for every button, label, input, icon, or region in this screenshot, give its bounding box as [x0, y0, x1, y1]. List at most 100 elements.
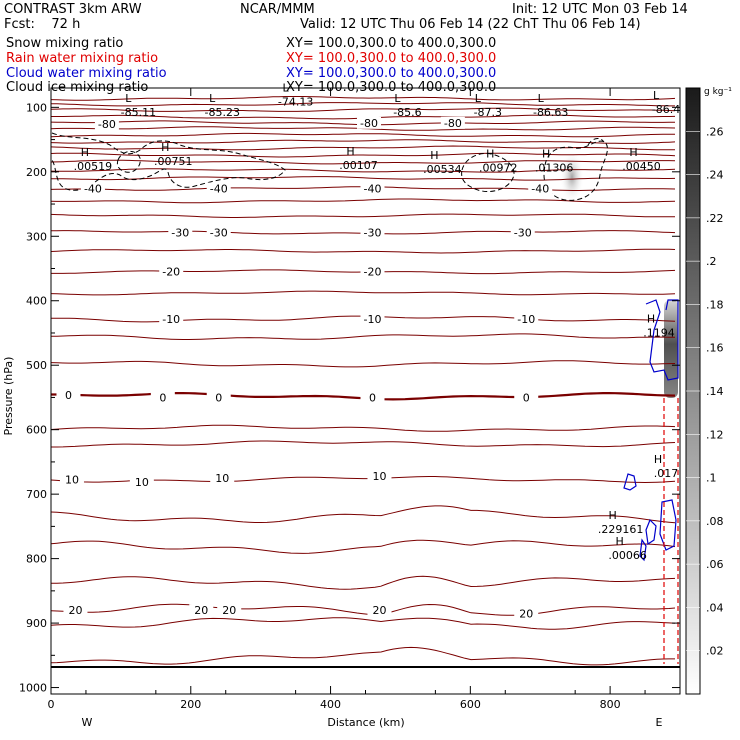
temperature-contour: [51, 152, 676, 158]
cloud-water-contour-d: [639, 538, 647, 562]
contour-label-bg: [367, 470, 392, 483]
contour-label-bg: [63, 604, 88, 617]
x-tick-label: 800: [600, 698, 621, 711]
temperature-contour: [51, 333, 676, 340]
temperature-contour: [51, 476, 676, 484]
contour-label-bg: [189, 604, 214, 617]
low-value: -74.13: [278, 96, 313, 109]
y-tick-label: 800: [26, 553, 47, 566]
colorbar-unit: g kg⁻¹: [704, 87, 732, 97]
snow-high-value: .00107: [339, 159, 378, 172]
snow-high-value: .00450: [622, 160, 661, 173]
temperature-contour: [51, 168, 676, 173]
rain-high-value: .00066: [608, 549, 647, 562]
temperature-contours: [51, 96, 676, 666]
contour-label-bg: [159, 312, 184, 325]
colorbar-tick-label: .06: [706, 558, 724, 571]
contour-label-bg: [206, 391, 231, 404]
colorbar-tick-label: .02: [706, 645, 724, 658]
xy-cloud-water: XY= 100.0,300.0 to 400.0,300.0: [286, 66, 497, 81]
contour-label-bg: [206, 226, 231, 239]
cloud-water-high-value: .1194: [643, 327, 675, 340]
temperature-contour: [51, 603, 676, 616]
x-tick-label: 200: [180, 698, 201, 711]
contour-label-bg: [159, 265, 184, 278]
snow-contour-mid: [461, 153, 515, 193]
temperature-contour: [51, 617, 676, 630]
low-value: -86.63: [533, 106, 568, 119]
colorbar-tick-label: .16: [706, 342, 724, 355]
temperature-contour-label: -20: [162, 266, 180, 279]
snow-high-value: .00972: [479, 161, 518, 174]
y-tick-label: 700: [26, 488, 47, 501]
cloud-water-high-marker: H: [608, 509, 616, 522]
temperature-contour-label: 10: [215, 472, 229, 485]
low-marker: L: [125, 92, 132, 105]
temperature-contour-label: -40: [84, 183, 102, 196]
x-tick-label: 400: [320, 698, 341, 711]
x-end-west: W: [82, 716, 93, 729]
contour-label-bg: [80, 182, 105, 195]
contour-label-bg: [168, 226, 193, 239]
colorbar-tick-label: .12: [706, 428, 724, 441]
organization: NCAR/MMM: [240, 2, 315, 17]
temperature-contour-label: 0: [65, 389, 72, 402]
low-value: -85.6: [393, 106, 421, 119]
rain-high-value: .017: [654, 467, 679, 480]
temperature-contour-label: 20: [222, 604, 236, 617]
temperature-contour-label: -30: [514, 226, 532, 239]
field-rain: Rain water mixing ratio: [6, 51, 159, 66]
colorbar: g kg⁻¹ .02 .04 .06 .08 .1 .12 .14 .16 .18 .2 .22 .2…: [685, 87, 732, 695]
cloud-water-contour-upper: [645, 299, 679, 381]
contour-label-bg: [360, 226, 385, 239]
temperature-contour: [51, 646, 675, 666]
cloud-water-contour-b: [659, 499, 677, 551]
temperature-contour: [51, 198, 676, 204]
contour-label-bg: [360, 265, 385, 278]
temperature-contour: [51, 213, 675, 218]
y-tick-label: 1000: [19, 682, 47, 695]
field-labels: -80 -80 -80 -40 -40 -40 -40 -30 -30 -30 -30 -20 -20 -…: [56, 82, 680, 620]
temperature-contour: [51, 424, 676, 432]
temperature-contour: [51, 575, 676, 590]
low-value: -86.4: [652, 103, 680, 116]
snow-contour-east-lobe: [587, 137, 605, 146]
contour-label-bg: [360, 182, 385, 195]
low-value: -87.3: [474, 106, 502, 119]
temperature-contour-label: -80: [98, 118, 116, 131]
x-axis-label: Distance (km): [327, 716, 404, 729]
temperature-contour-label: 0: [159, 391, 166, 404]
field-snow: Snow mixing ratio: [6, 36, 124, 51]
field-cloud-water: Cloud water mixing ratio: [6, 66, 167, 81]
contour-label-bg: [206, 182, 231, 195]
snow-high-marker: H: [430, 149, 438, 162]
temperature-contour-label: 10: [65, 473, 79, 486]
snow-high-marker: H: [161, 141, 169, 154]
temperature-contour-label: -40: [210, 183, 228, 196]
snow-high-marker: H: [486, 147, 494, 160]
contour-label-bg: [514, 312, 539, 325]
cloud-water-contour-c: [645, 518, 657, 546]
colorbar-tick-label: .24: [706, 169, 724, 182]
colorbar-tick-label: .2: [706, 255, 717, 268]
x-tick-label: 600: [460, 698, 481, 711]
temperature-contour-label: -30: [364, 226, 382, 239]
rain-contours: [663, 398, 679, 664]
temperature-contour-label: 20: [194, 604, 208, 617]
contour-label-bg: [59, 473, 84, 486]
y-tick-label: 200: [26, 166, 47, 179]
temperature-contour-label: -80: [360, 117, 378, 130]
contour-label-bg: [210, 472, 235, 485]
y-tick-label: 100: [26, 101, 47, 114]
snow-high-value: .00534: [423, 163, 462, 176]
temperature-contour-label: -10: [517, 313, 535, 326]
contour-label-bg: [360, 391, 385, 404]
contour-label-bg: [510, 226, 535, 239]
temperature-contour: [51, 248, 676, 254]
rain-high-marker: H: [654, 453, 662, 466]
temperature-contour: [51, 107, 676, 112]
temperature-contour: [51, 440, 676, 448]
y-tick-label: 400: [26, 295, 47, 308]
low-marker: L: [475, 92, 482, 105]
